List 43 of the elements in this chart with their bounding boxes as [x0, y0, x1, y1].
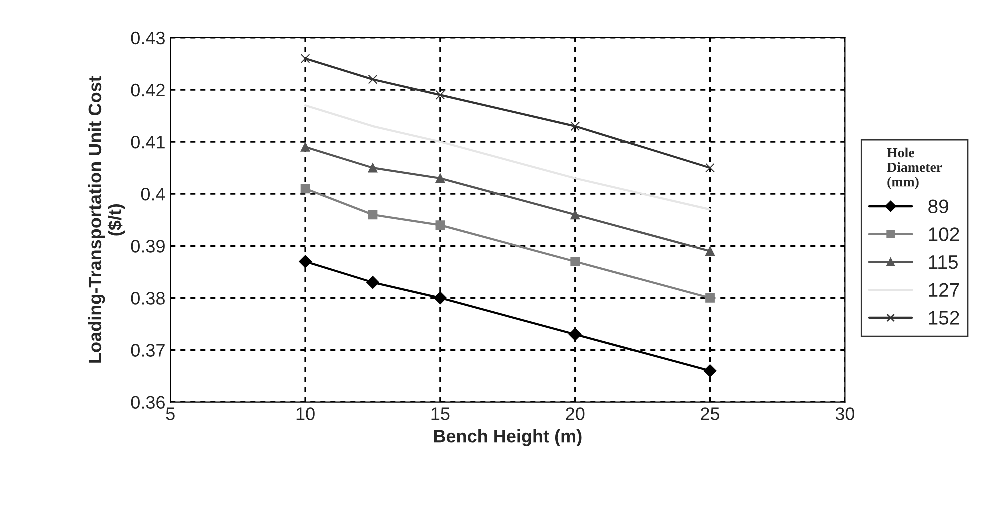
point: [706, 163, 715, 173]
point: [434, 292, 447, 305]
line-series: [304, 104, 712, 211]
x-axis-title: Bench Height (m): [434, 430, 582, 446]
x-tick-label: 10: [296, 408, 315, 420]
y-tick-label: 0.42: [131, 84, 165, 97]
legend-label: 152: [929, 311, 960, 325]
point: [570, 122, 580, 132]
x-tick-label: 30: [836, 408, 855, 420]
point: [436, 220, 446, 230]
point: [570, 210, 580, 220]
y-tick-label: 0.39: [131, 240, 165, 253]
point: [436, 174, 446, 184]
y-tick-label: 0.41: [131, 136, 165, 149]
point: [300, 142, 310, 152]
point: [706, 293, 715, 303]
point: [366, 276, 380, 289]
y-axis-title: Loading-Transportation Unit Cost ($/t): [88, 76, 126, 363]
point: [300, 184, 310, 194]
point: [570, 257, 580, 266]
x-tick-label: 5: [166, 408, 175, 420]
legend-label: 102: [929, 228, 960, 242]
point: [706, 246, 715, 256]
legend-label: 127: [929, 283, 960, 297]
x-tick-label: 25: [701, 408, 720, 420]
y-tick-label: 0.4: [141, 188, 166, 201]
point: [568, 328, 582, 342]
point: [436, 90, 446, 100]
point: [368, 163, 378, 173]
point: [300, 54, 310, 64]
point: [299, 255, 312, 268]
point: [368, 210, 378, 220]
legend-title: Hole Diameter (mm): [887, 148, 942, 190]
x-tick-label: 20: [566, 408, 585, 420]
y-tick-label: 0.38: [131, 292, 165, 305]
point: [368, 74, 378, 84]
y-tick-label: 0.36: [131, 396, 165, 409]
y-tick-label: 0.37: [131, 344, 165, 357]
y-tick-label: 0.43: [131, 32, 165, 45]
x-tick-label: 15: [432, 408, 450, 420]
legend-label: 89: [928, 200, 948, 214]
point: [704, 364, 717, 378]
legend-label: 115: [929, 256, 958, 270]
